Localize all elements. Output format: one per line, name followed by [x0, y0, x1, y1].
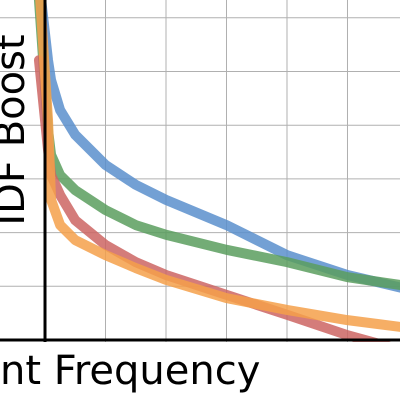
series-line — [35, 0, 400, 332]
label-backdrop — [0, 342, 400, 400]
y-axis-label: IDF Boost — [0, 34, 34, 225]
series-line — [33, 0, 400, 290]
x-axis-label: nt Frequency — [0, 348, 260, 394]
series-line — [36, 0, 400, 293]
lines — [33, 0, 400, 355]
